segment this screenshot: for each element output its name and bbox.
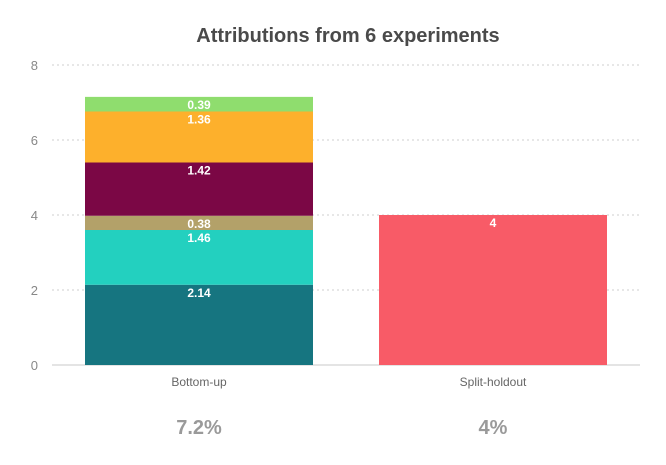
y-tick-label: 4 <box>31 208 38 223</box>
y-tick-label: 6 <box>31 133 38 148</box>
data-label: 2.14 <box>187 286 211 300</box>
data-label: 4 <box>490 216 497 230</box>
data-label: 1.42 <box>187 164 211 178</box>
bar-segment <box>85 111 313 163</box>
data-label: 0.39 <box>187 98 211 112</box>
x-tick-label: Bottom-up <box>171 375 227 389</box>
bar-segment <box>379 215 607 365</box>
y-tick-label: 8 <box>31 58 38 73</box>
y-axis: 0 2 4 6 8 <box>31 58 38 373</box>
y-tick-label: 0 <box>31 358 38 373</box>
total-label: 4% <box>479 417 508 439</box>
x-axis: Bottom-up 7.2% Split-holdout 4% <box>171 375 527 439</box>
bar-segment <box>85 162 313 216</box>
y-tick-label: 2 <box>31 283 38 298</box>
bar-segment <box>85 284 313 365</box>
bar-stack: 4 <box>379 215 607 365</box>
bar-stack: 2.14 1.460.38 1.42 1.360.39 <box>85 96 313 365</box>
data-label: 1.46 <box>187 231 211 245</box>
total-label: 7.2% <box>176 417 222 439</box>
bar-segment <box>85 230 313 285</box>
chart-title: Attributions from 6 experiments <box>196 25 499 47</box>
bar-segment <box>85 96 313 112</box>
data-label: 1.36 <box>187 113 211 127</box>
data-label: 0.38 <box>187 217 211 231</box>
x-tick-label: Split-holdout <box>460 375 527 389</box>
bars: 2.14 1.460.38 1.42 1.360.39 4 <box>85 96 607 365</box>
bar-segment <box>85 215 313 230</box>
